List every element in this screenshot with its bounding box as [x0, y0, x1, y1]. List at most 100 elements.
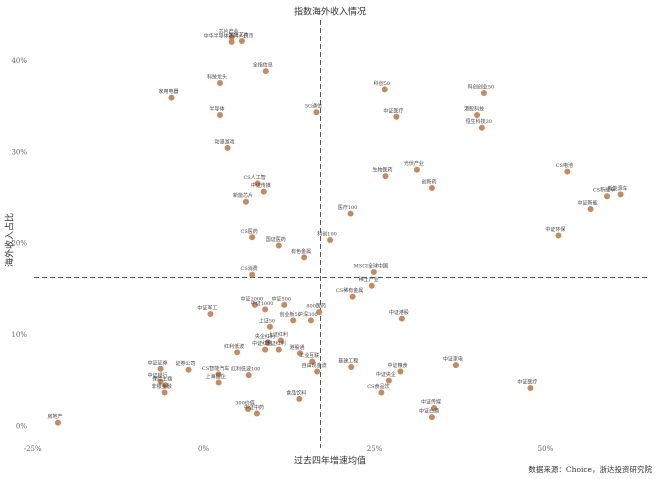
point-label: 中证医疗 [517, 378, 537, 385]
scatter-point [327, 237, 334, 244]
point-label: CS电池 [556, 162, 573, 169]
point-label: CS新能车 [593, 187, 615, 194]
scatter-point [253, 410, 260, 417]
scatter-point [234, 349, 241, 356]
scatter-point [264, 339, 271, 346]
point-label: 中证军工 [197, 305, 217, 312]
point-label: 医疗100 [338, 204, 358, 211]
point-label: 生物医药 [372, 167, 392, 174]
point-label: 半导体 [209, 105, 224, 112]
point-label: 中证医疗 [383, 107, 403, 114]
scatter-point [215, 371, 222, 378]
scatter-point [224, 144, 231, 151]
scatter-point [397, 368, 404, 375]
point-label: 科创100 [317, 231, 337, 238]
point-label: 国证芯片 [229, 32, 249, 39]
point-label: 中证证券 [148, 359, 168, 366]
point-label: 自由现金流 [302, 362, 327, 369]
point-label: 光伏产业 [404, 160, 424, 167]
scatter-point [262, 68, 269, 75]
point-label: 上海国企 [206, 373, 226, 380]
point-label: 基建工程 [338, 357, 358, 364]
scatter-point [215, 379, 222, 386]
point-label: 沪深300 [298, 311, 318, 318]
point-label: 中证传媒 [251, 182, 271, 189]
scatter-point [452, 362, 459, 369]
point-label: CS智能汽车 [202, 365, 229, 372]
scatter-point [316, 309, 323, 316]
scatter-point [296, 350, 303, 357]
x-tick-label: -25% [24, 445, 42, 453]
source-note: 数据来源：Choice，浙达投资研究院 [528, 464, 652, 474]
point-label: CS人工智 [243, 174, 265, 181]
point-label: 5G通信 [305, 103, 322, 110]
point-label: 有色金属 [291, 248, 311, 255]
point-label: 央企红利 [255, 333, 275, 340]
scatter-point [245, 372, 252, 379]
point-label: 中证粮食 [387, 362, 407, 369]
scatter-point [370, 269, 377, 275]
scatter-point [161, 389, 168, 396]
point-label: CS食品饮 [367, 383, 389, 390]
point-label: 中证红利 [252, 340, 272, 347]
point-label: CS医药 [241, 228, 258, 235]
scatter-point [564, 168, 571, 175]
point-label: 芯片产业 [219, 28, 239, 35]
scatter-point [251, 301, 258, 308]
point-label: 中证央企 [376, 371, 396, 378]
scatter-point [381, 86, 388, 93]
chart-title: 指数海外收入情况 [294, 6, 366, 18]
scatter-point [290, 317, 297, 324]
scatter-point [228, 34, 235, 41]
point-label: 800医药 [306, 303, 326, 310]
scatter-point [385, 377, 392, 384]
scatter-point [266, 323, 273, 330]
scatter-point [162, 382, 169, 389]
x-tick-label: 25% [367, 445, 383, 453]
point-label: 中证港股 [389, 309, 409, 316]
y-tick-label: 40% [11, 57, 27, 65]
point-label: 房地产 [47, 413, 62, 420]
point-label: 港股通 [289, 344, 304, 351]
point-label: 中证白酒 [419, 408, 439, 415]
scatter-point [281, 301, 288, 308]
point-label: MSCI全球中国 [354, 263, 388, 270]
point-label: CS稀有金属 [336, 287, 363, 294]
scatter-point [242, 198, 249, 205]
scatter-point [238, 38, 245, 44]
scatter-point [301, 254, 308, 261]
point-label: 科创创业50 [468, 84, 494, 91]
scatter-point [428, 414, 435, 421]
scatter-point [54, 419, 61, 426]
point-label: 科创50 [374, 80, 390, 87]
point-label: 中证2000 [241, 295, 264, 302]
x-axis-title: 过去四年增速均值 [294, 455, 366, 467]
scatter-point [378, 389, 385, 396]
scatter-point [249, 234, 256, 241]
point-label: 红利低波100 [231, 366, 261, 373]
point-label: 创业板50 [279, 311, 300, 318]
point-label: 创新药 [421, 179, 436, 186]
point-label: 国证红利 [266, 340, 286, 347]
point-label: 稀土产业 [359, 276, 379, 283]
point-label: 中证传媒 [421, 399, 441, 406]
scatter-point [527, 384, 534, 391]
scatter-point [254, 180, 261, 187]
point-label: CS消费 [241, 265, 258, 272]
point-label: 中华半导体芯片人民币 [204, 32, 254, 39]
scatter-point [313, 109, 320, 116]
y-tick-label: 0% [16, 422, 27, 430]
scatter-point [249, 271, 256, 278]
scatter-point [587, 206, 594, 212]
point-label: 新能源车 [608, 185, 628, 192]
scatter-point [168, 94, 175, 101]
point-label: 300价值 [235, 399, 255, 406]
point-label: 上证红利 [268, 331, 288, 338]
scatter-point [307, 317, 314, 324]
point-label: 全指信息 [253, 62, 273, 69]
scatter-point [398, 315, 405, 322]
scatter-point [275, 242, 282, 249]
scatter-point [349, 293, 356, 300]
point-label: 中证1000 [251, 300, 274, 307]
